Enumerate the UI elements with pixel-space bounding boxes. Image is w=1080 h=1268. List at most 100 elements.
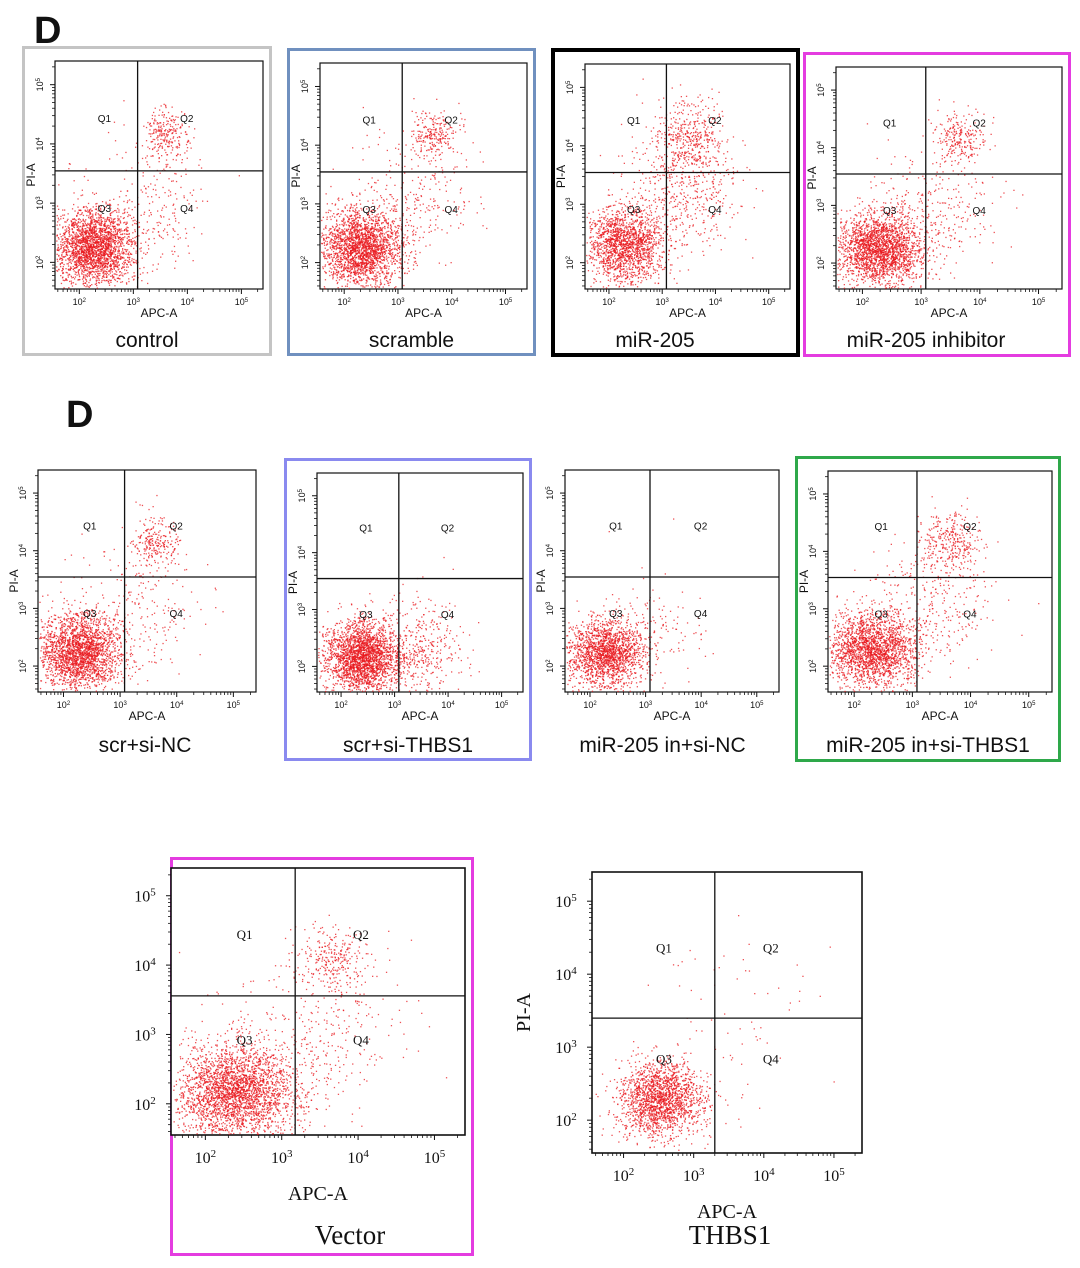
tick-label: 105 — [297, 488, 307, 502]
tick-label: 102 — [613, 1166, 635, 1185]
scatter-points — [586, 78, 764, 289]
tick-label: 104 — [35, 137, 45, 151]
y-axis-label: PI-A — [513, 993, 535, 1032]
tick-label: 102 — [73, 297, 87, 307]
panel-letter-middle: D — [66, 396, 93, 434]
scatter-plot-control: Q1 Q2 Q3 Q4 102 103 104 105 102 103 104 105 APC-A PI-… — [25, 60, 264, 320]
scatter-points — [837, 99, 1024, 289]
y-axis-label: PI-A — [287, 571, 300, 594]
scatter-points — [321, 98, 488, 290]
tick-label: 104 — [565, 138, 575, 152]
x-axis-label: APC-A — [922, 709, 959, 723]
quadrant-label-q3: Q3 — [875, 610, 889, 621]
tick-label: 103 — [271, 1148, 293, 1167]
tick-label: 102 — [602, 297, 616, 307]
y-axis-label: PI-A — [8, 569, 21, 592]
tick-label: 102 — [57, 700, 71, 710]
y-axis-label: PI-A — [798, 570, 811, 593]
caption-thbs1: THBS1 — [580, 1220, 880, 1251]
quadrant-label-q4: Q4 — [708, 205, 722, 216]
quadrant-label-q3: Q3 — [237, 1033, 253, 1048]
plot-area — [591, 871, 863, 1154]
tick-label: 105 — [762, 297, 776, 307]
y-axis-label: PI-A — [555, 165, 568, 188]
quadrant-label-q3: Q3 — [83, 609, 97, 620]
scatter-points — [56, 100, 240, 289]
tick-label: 104 — [695, 700, 709, 710]
quadrant-label-q1: Q1 — [83, 521, 97, 532]
quadrant-label-q1: Q1 — [359, 523, 373, 534]
tick-label: 104 — [170, 700, 184, 710]
tick-label: 102 — [583, 700, 597, 710]
quadrant-label-q3: Q3 — [363, 205, 377, 216]
quadrant-label-q3: Q3 — [609, 609, 623, 620]
tick-label: 102 — [848, 700, 862, 710]
tick-label: 102 — [565, 255, 575, 269]
scatter-plot-mir205-in-si-nc: Q1 Q2 Q3 Q4 102 103 104 105 102 103 104 105 APC-A PI-… — [535, 469, 780, 723]
quadrant-label-q3: Q3 — [359, 610, 373, 621]
x-axis-label: APC-A — [402, 709, 439, 723]
quadrant-label-q1: Q1 — [363, 115, 377, 126]
tick-label: 102 — [300, 255, 310, 269]
tick-label: 103 — [816, 198, 826, 212]
tick-label: 102 — [555, 1111, 577, 1130]
tick-label: 104 — [973, 297, 987, 307]
tick-label: 102 — [297, 659, 307, 673]
quadrant-label-q2: Q2 — [444, 115, 458, 126]
tick-label: 104 — [18, 543, 28, 557]
tick-label: 102 — [134, 1095, 156, 1114]
tick-label: 105 — [816, 83, 826, 97]
scatter-points — [39, 494, 224, 692]
tick-label: 103 — [134, 1025, 156, 1044]
y-axis-label: PI-A — [535, 569, 548, 592]
tick-label: 102 — [35, 255, 45, 269]
quadrant-label-q2: Q2 — [441, 523, 455, 534]
tick-label: 102 — [338, 297, 352, 307]
scatter-plot-scr-si-thbs1: Q1 Q2 Q3 Q4 102 103 104 105 102 103 104 105 APC-A PI-… — [287, 472, 524, 723]
x-axis-label: APC-A — [288, 1183, 349, 1205]
quadrant-label-q4: Q4 — [180, 204, 194, 215]
caption-mir205-in-si-thbs1: miR-205 in+si-THBS1 — [798, 734, 1058, 758]
tick-label: 104 — [545, 543, 555, 557]
tick-label: 103 — [683, 1166, 705, 1185]
quadrant-label-q3: Q3 — [627, 205, 641, 216]
tick-label: 105 — [235, 297, 249, 307]
tick-label: 103 — [391, 297, 405, 307]
tick-label: 105 — [1022, 700, 1036, 710]
plot-area — [316, 472, 524, 693]
scatter-points — [829, 496, 1040, 693]
caption-mir205: miR-205 — [555, 329, 755, 353]
quadrant-label-q2: Q2 — [963, 522, 977, 533]
quadrant-label-q4: Q4 — [169, 609, 183, 620]
quadrant-label-q2: Q2 — [708, 116, 722, 127]
quadrant-label-q3: Q3 — [656, 1052, 672, 1067]
tick-label: 105 — [1032, 297, 1046, 307]
tick-label: 105 — [823, 1166, 845, 1185]
tick-label: 102 — [334, 700, 348, 710]
quadrant-label-q4: Q4 — [973, 206, 987, 217]
tick-label: 103 — [545, 601, 555, 615]
tick-label: 105 — [18, 486, 28, 500]
scatter-plot-vector: Q1Q2Q3Q4102103104105102103104105APC-API-… — [134, 867, 466, 1205]
y-axis-label: PI-A — [25, 163, 38, 186]
scatter-plot-mir205-in-si-thbs1: Q1 Q2 Q3 Q4 102 103 104 105 102 103 104 105 APC-A PI-… — [798, 470, 1053, 723]
tick-label: 103 — [639, 700, 653, 710]
x-axis-label: APC-A — [931, 306, 968, 320]
tick-label: 105 — [134, 887, 156, 906]
quadrant-label-q2: Q2 — [180, 114, 194, 125]
tick-label: 103 — [914, 297, 928, 307]
quadrant-label-q4: Q4 — [444, 205, 458, 216]
x-axis-label: APC-A — [669, 306, 706, 320]
tick-label: 105 — [424, 1148, 446, 1167]
tick-label: 105 — [808, 487, 818, 501]
quadrant-label-q4: Q4 — [441, 610, 455, 621]
tick-label: 103 — [808, 601, 818, 615]
scatter-plot-mir205: Q1 Q2 Q3 Q4 102 103 104 105 102 103 104 105 APC-A PI-… — [555, 63, 791, 320]
quadrant-label-q1: Q1 — [609, 521, 623, 532]
tick-label: 103 — [297, 602, 307, 616]
quadrant-label-q4: Q4 — [353, 1033, 369, 1048]
caption-control: control — [25, 329, 269, 353]
tick-label: 105 — [495, 700, 509, 710]
tick-label: 103 — [656, 297, 670, 307]
caption-mir205-in-si-nc: miR-205 in+si-NC — [540, 734, 785, 758]
